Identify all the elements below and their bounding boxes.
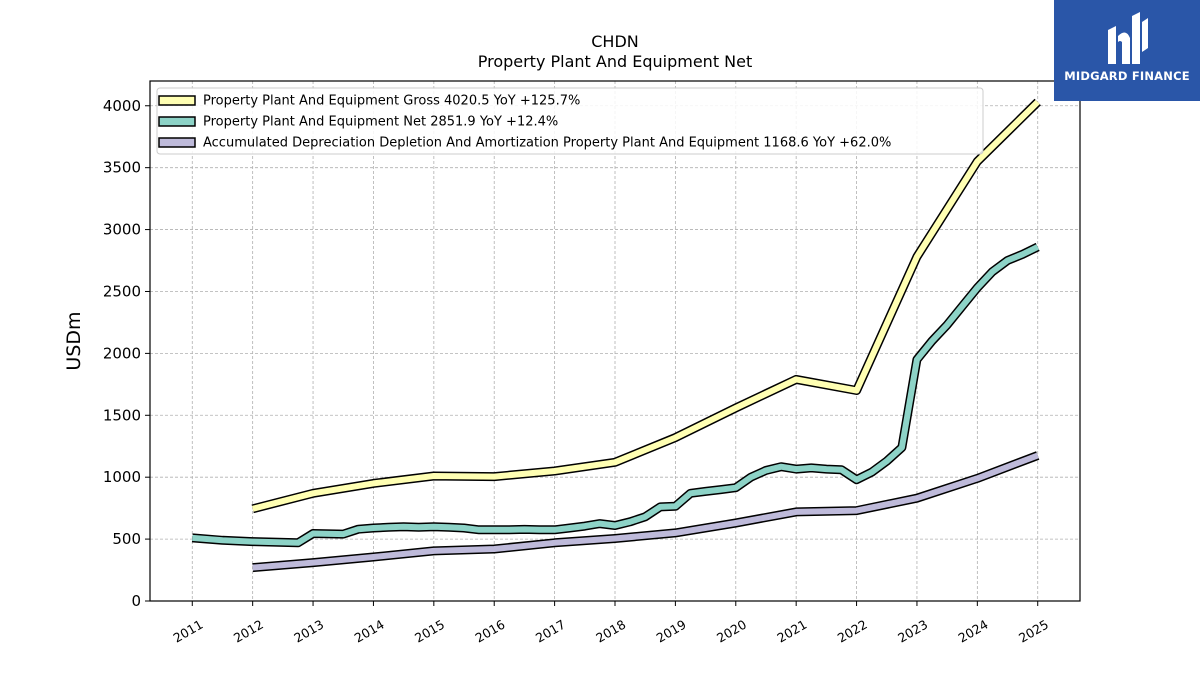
series-line-1 (192, 244, 1040, 546)
legend-box (156, 87, 984, 155)
chart-title: CHDN (591, 32, 639, 51)
x-tick-label: 2022 (835, 617, 870, 646)
grid-lines (150, 81, 1080, 602)
legend-label-1: Property Plant And Equipment Net 2851.9 … (203, 115, 558, 130)
y-tick-label: 500 (112, 530, 141, 548)
legend-label-0: Property Plant And Equipment Gross 4020.… (203, 94, 580, 109)
series-line-0 (251, 99, 1040, 512)
x-tick-label: 2020 (714, 617, 749, 646)
y-tick-label: 1500 (103, 406, 141, 424)
x-tick-label: 2025 (1016, 617, 1051, 646)
x-tick-label: 2019 (654, 617, 689, 646)
y-tick-label: 1000 (103, 468, 141, 486)
series-lines (191, 98, 1041, 573)
x-tick-label: 2017 (533, 617, 568, 646)
x-tick-label: 2012 (231, 617, 266, 646)
x-tick-label: 2013 (291, 617, 326, 646)
logo-text: MIDGARD FINANCE (1064, 69, 1190, 83)
y-tick-label: 0 (131, 592, 141, 610)
x-tick-label: 2021 (774, 617, 809, 646)
y-axis-label: USDm (63, 311, 85, 370)
chart-subtitle: Property Plant And Equipment Net (477, 52, 753, 71)
y-tick-label: 3000 (103, 221, 141, 239)
y-tick-label: 2000 (103, 344, 141, 362)
x-tick-label: 2011 (170, 617, 205, 646)
x-tick-label: 2016 (472, 617, 507, 646)
x-tick-label: 2023 (895, 617, 930, 646)
y-tick-label: 2500 (103, 282, 141, 300)
legend-swatch-1 (158, 116, 196, 127)
axis-ticks: 0 500 1000 1500 2000 2500 3000 3500 4000 2011 2012… (103, 97, 1051, 646)
midgard-logo-icon (1108, 12, 1148, 64)
y-tick-label: 3500 (103, 159, 141, 177)
x-tick-label: 2014 (352, 617, 387, 646)
legend-swatch-2 (158, 137, 196, 148)
midgard-finance-logo: MIDGARD FINANCE (1054, 0, 1200, 101)
legend: Property Plant And Equipment Gross 4020.… (156, 87, 984, 155)
legend-swatch-0 (158, 95, 196, 106)
series-line-2 (252, 452, 1039, 571)
x-tick-label: 2015 (412, 617, 447, 646)
x-tick-label: 2024 (956, 617, 991, 646)
y-tick-label: 4000 (103, 97, 141, 115)
legend-label-2: Accumulated Depreciation Depletion And A… (203, 136, 891, 151)
x-tick-label: 2018 (593, 617, 628, 646)
